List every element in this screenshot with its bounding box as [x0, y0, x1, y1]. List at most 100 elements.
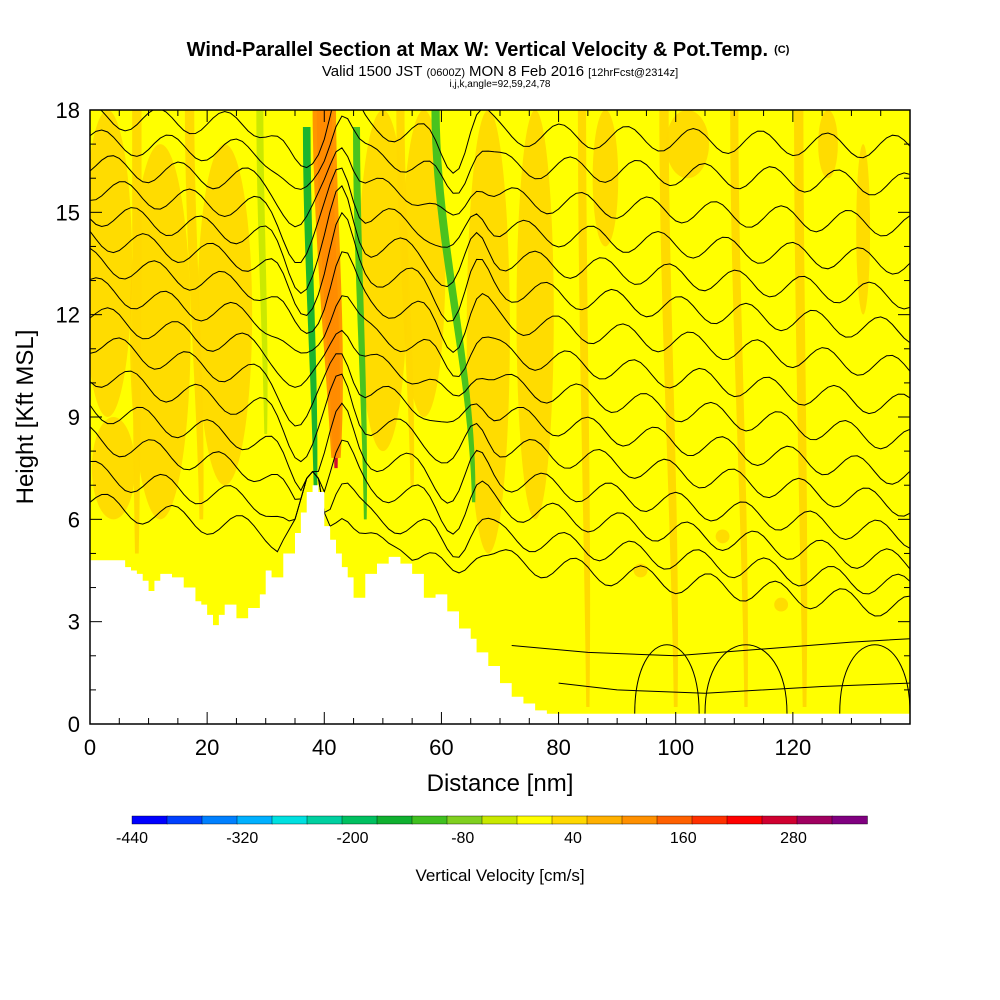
x-tick-label: 120: [774, 735, 811, 760]
theta-contour: [90, 370, 910, 517]
theta-contour: [90, 115, 910, 196]
theta-contour: [90, 147, 910, 237]
theta-contour: [90, 402, 910, 549]
colorbar-swatch: [551, 815, 588, 825]
updraft-patch: [466, 110, 510, 554]
colorbar-swatch: [761, 815, 798, 825]
colorbar-swatch: [516, 815, 553, 825]
updraft-patch: [818, 110, 838, 179]
colorbar-tick-label: -320: [226, 830, 258, 847]
x-tick-label: 80: [546, 735, 570, 760]
velocity-band: [352, 127, 368, 520]
colorbar-swatch: [131, 815, 168, 825]
colorbar-swatch: [306, 815, 343, 825]
x-tick-label: 0: [84, 735, 96, 760]
theta-contour: [90, 167, 910, 275]
theta-contour: [90, 211, 910, 344]
x-axis-label: Distance [nm]: [427, 770, 574, 797]
colorbar-swatch: [481, 815, 518, 825]
updraft-patch: [129, 144, 191, 520]
theta-contour: [90, 185, 910, 310]
colorbar-swatch: [376, 815, 413, 825]
colorbar-tick-label: 160: [670, 830, 697, 847]
velocity-band: [396, 110, 415, 486]
colorbar-label: Vertical Velocity [cm/s]: [415, 866, 584, 885]
theta-contour-low: [511, 638, 910, 657]
colorbar-swatch: [201, 815, 238, 825]
theta-cell: [634, 644, 700, 714]
theta-contour: [90, 426, 910, 570]
theta-contour-low: [558, 682, 910, 694]
velocity-band: [132, 110, 142, 554]
y-tick-label: 15: [56, 200, 80, 225]
y-tick-label: 0: [68, 712, 80, 737]
theta-contour: [90, 337, 910, 485]
colorbar-swatch: [446, 815, 483, 825]
theta-contours: [90, 110, 910, 714]
colorbar-tick-label: -440: [116, 830, 148, 847]
y-tick-label: 9: [68, 405, 80, 430]
updraft-patch: [665, 110, 710, 179]
colorbar-tick-label: -200: [336, 830, 368, 847]
velocity-band: [730, 110, 748, 707]
updraft-patch: [856, 144, 871, 315]
updraft-patch: [774, 597, 789, 612]
colorbar-swatch: [411, 815, 448, 825]
velocity-band: [794, 110, 808, 707]
colorbar-swatch: [271, 815, 308, 825]
chart-subtitle-indices: i,j,k,angle=92,59,24,78: [450, 79, 551, 90]
updraft-patch: [91, 417, 135, 520]
updraft-patch: [516, 110, 554, 520]
velocity-band: [184, 110, 204, 520]
x-axis: 0 20 40 60 80 100 120: [84, 110, 911, 760]
colorbar-swatch: [166, 815, 203, 825]
colorbar-swatch: [341, 815, 378, 825]
velocity-band: [302, 127, 318, 503]
chart-title: Wind-Parallel Section at Max W: Vertical…: [187, 39, 790, 61]
y-tick-label: 6: [68, 507, 80, 532]
colorbar-swatch: [796, 815, 833, 825]
colorbar-tick-label: 40: [564, 830, 582, 847]
theta-cell: [839, 644, 910, 714]
updraft-patch: [358, 110, 408, 452]
updraft-patch: [592, 110, 619, 247]
colorbar: [131, 815, 868, 825]
velocity-band: [256, 110, 268, 435]
colorbar-ticks: -440 -320 -200 -80 40 160 280: [116, 830, 807, 847]
y-tick-label: 12: [56, 303, 80, 328]
x-tick-label: 60: [429, 735, 453, 760]
theta-contour: [90, 277, 910, 415]
theta-cell: [704, 644, 788, 714]
updraft-patch: [402, 110, 446, 417]
theta-contour: [99, 110, 910, 174]
colorbar-swatch: [236, 815, 273, 825]
colorbar-tick-label: 280: [780, 830, 807, 847]
colorbar-swatch: [621, 815, 658, 825]
velocity-bands: [132, 110, 808, 707]
colorbar-swatch: [586, 815, 623, 825]
x-tick-label: 40: [312, 735, 336, 760]
y-axis-label: Height [Kft MSL]: [12, 330, 39, 505]
theta-contour: [90, 470, 910, 617]
theta-contour: [90, 307, 910, 450]
colorbar-swatch: [691, 815, 728, 825]
updraft-patch: [90, 110, 133, 417]
colorbar-tick-label: -80: [451, 830, 474, 847]
chart-subtitle: Valid 1500 JST (0600Z) MON 8 Feb 2016 [12hr…: [322, 63, 678, 80]
colorbar-swatch: [831, 815, 868, 825]
terrain: [90, 485, 910, 724]
velocity-band: [312, 110, 343, 458]
updraft-patch: [715, 529, 730, 544]
updraft-patch: [197, 144, 253, 486]
theta-contour: [90, 247, 910, 376]
y-axis: 0 3 6 9 12 15 18: [56, 98, 910, 737]
velocity-band: [577, 110, 591, 707]
plot-area: [90, 110, 910, 724]
velocity-band: [659, 110, 679, 707]
x-tick-label: 20: [195, 735, 219, 760]
colorbar-swatch: [656, 815, 693, 825]
y-tick-label: 3: [68, 610, 80, 635]
colorbar-swatch: [726, 815, 763, 825]
x-tick-label: 100: [657, 735, 694, 760]
